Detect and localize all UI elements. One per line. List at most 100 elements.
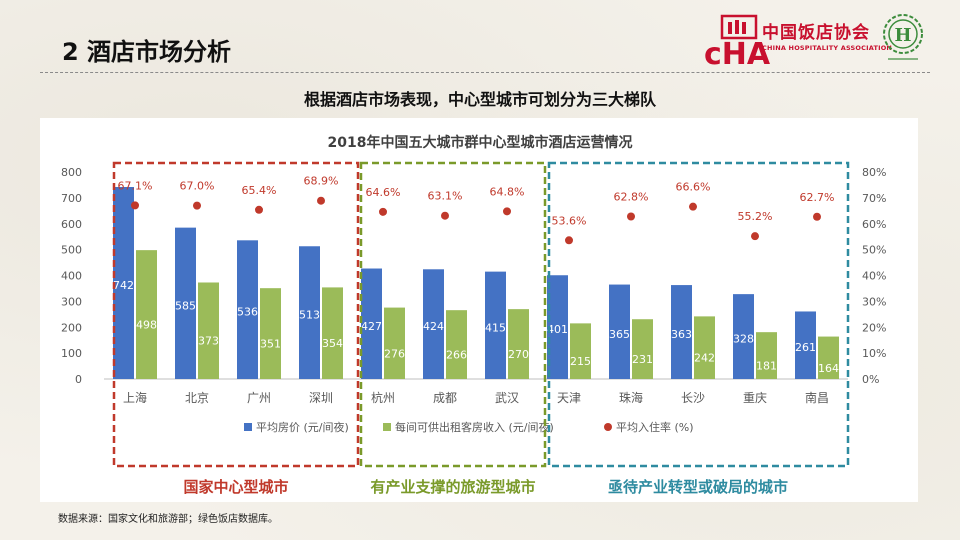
bar-revpar-label: 351 xyxy=(260,338,281,351)
bar-avg-price-label: 427 xyxy=(361,320,382,333)
bar-revpar-label: 181 xyxy=(756,360,777,373)
tier-label-3: 亟待产业转型或破局的城市 xyxy=(608,478,788,496)
category-label: 天津 xyxy=(557,391,581,405)
bar-revpar xyxy=(384,307,405,379)
tier-box-2 xyxy=(359,161,547,468)
bar-revpar xyxy=(756,332,777,379)
tier-box-1 xyxy=(112,161,360,468)
y-left-tick-label: 200 xyxy=(61,321,82,334)
legend-occupancy-swatch xyxy=(604,423,612,431)
slide-subtitle: 根据酒店市场表现，中心型城市可划分为三大梯队 xyxy=(303,90,656,109)
y-right-tick-label: 40% xyxy=(862,270,886,283)
bar-revpar-label: 242 xyxy=(694,352,715,365)
y-right-tick-label: 30% xyxy=(862,295,886,308)
bar-avg-price-label: 415 xyxy=(485,321,506,334)
bar-avg-price-label: 585 xyxy=(175,299,196,312)
legend-revpar-label: 每间可供出租客房收入 (元/间夜) xyxy=(395,420,554,434)
occupancy-label: 66.6% xyxy=(676,181,711,194)
bar-avg-price-label: 742 xyxy=(113,279,134,292)
category-label: 成都 xyxy=(433,391,457,405)
bar-avg-price xyxy=(733,294,754,379)
bar-avg-price-label: 424 xyxy=(423,320,444,333)
bar-avg-price xyxy=(671,285,692,379)
y-left-tick-label: 400 xyxy=(61,270,82,283)
bar-avg-price xyxy=(423,269,444,379)
y-left-tick-label: 300 xyxy=(61,295,82,308)
occupancy-label: 63.1% xyxy=(428,190,463,203)
occupancy-point xyxy=(503,207,511,216)
tier-label-2: 有产业支撑的旅游型城市 xyxy=(370,478,535,496)
bar-avg-price-label: 261 xyxy=(795,341,816,354)
category-label: 武汉 xyxy=(495,391,519,405)
occupancy-label: 65.4% xyxy=(242,184,277,197)
y-left-tick-label: 700 xyxy=(61,192,82,205)
green-hotel-logo: H xyxy=(883,14,923,60)
occupancy-label: 62.7% xyxy=(800,191,835,204)
bar-avg-price xyxy=(361,268,382,379)
occupancy-label: 64.8% xyxy=(490,185,525,198)
category-label: 深圳 xyxy=(309,391,333,405)
bar-revpar xyxy=(818,336,839,379)
bar-revpar-label: 276 xyxy=(384,347,405,360)
bar-revpar xyxy=(694,316,715,379)
bar-revpar xyxy=(632,319,653,379)
bar-avg-price-label: 513 xyxy=(299,309,320,322)
title-divider xyxy=(40,72,930,73)
y-left-tick-label: 0 xyxy=(75,373,82,386)
y-left-tick-label: 800 xyxy=(61,166,82,179)
bar-avg-price xyxy=(113,187,134,379)
cha-logo-mark: cHA xyxy=(704,14,771,66)
occupancy-point xyxy=(193,201,201,210)
bar-revpar xyxy=(508,309,529,379)
y-left-tick-label: 500 xyxy=(61,244,82,257)
occupancy-point xyxy=(255,205,263,214)
category-label: 南昌 xyxy=(805,390,829,405)
category-label: 广州 xyxy=(247,391,271,405)
y-right-tick-label: 50% xyxy=(862,244,886,257)
occupancy-point xyxy=(317,196,325,205)
bar-avg-price-label: 363 xyxy=(671,328,692,341)
occupancy-label: 68.9% xyxy=(304,175,339,188)
y-right-tick-label: 0% xyxy=(862,373,879,386)
occupancy-point xyxy=(131,201,139,210)
y-right-tick-label: 60% xyxy=(862,218,886,231)
data-source-note: 数据来源：国家文化和旅游部；绿色饭店数据库。 xyxy=(58,514,278,525)
occupancy-label: 55.2% xyxy=(738,210,773,223)
chart-title: 2018年中国五大城市群中心型城市酒店运营情况 xyxy=(327,135,633,151)
legend-avg-price-label: 平均房价 (元/间夜) xyxy=(256,420,349,434)
legend-avg-price-swatch xyxy=(244,423,252,431)
bar-avg-price-label: 401 xyxy=(547,323,568,336)
legend-occupancy-label: 平均入住率 (%) xyxy=(616,420,694,434)
bar-revpar xyxy=(570,323,591,379)
category-label: 上海 xyxy=(123,390,147,405)
y-right-tick-label: 70% xyxy=(862,192,886,205)
occupancy-label: 53.6% xyxy=(552,214,587,227)
bar-avg-price xyxy=(237,240,258,379)
occupancy-point xyxy=(627,212,635,221)
occupancy-point xyxy=(751,232,759,241)
tier-box-3 xyxy=(547,161,850,468)
category-label: 重庆 xyxy=(743,391,767,405)
category-label: 北京 xyxy=(185,391,209,405)
svg-text:H: H xyxy=(894,25,911,46)
cha-name-cn: 中国饭店协会 xyxy=(762,23,870,43)
bar-revpar xyxy=(446,310,467,379)
bar-avg-price-label: 328 xyxy=(733,333,754,346)
occupancy-label: 64.6% xyxy=(366,186,401,199)
occupancy-point xyxy=(441,211,449,220)
y-right-tick-label: 80% xyxy=(862,166,886,179)
bar-revpar xyxy=(322,287,343,379)
y-right-tick-label: 10% xyxy=(862,347,886,360)
bar-avg-price xyxy=(547,275,568,379)
bar-revpar-label: 215 xyxy=(570,355,591,368)
occupancy-label: 67.1% xyxy=(118,179,153,192)
y-left-tick-label: 600 xyxy=(61,218,82,231)
occupancy-point xyxy=(689,202,697,211)
bar-avg-price xyxy=(795,311,816,379)
cha-name-en: CHINA HOSPITALITY ASSOCIATION xyxy=(762,44,893,52)
bar-revpar-label: 270 xyxy=(508,348,529,361)
bar-avg-price xyxy=(299,246,320,379)
category-label: 杭州 xyxy=(371,390,395,405)
legend-revpar-swatch xyxy=(383,423,391,431)
